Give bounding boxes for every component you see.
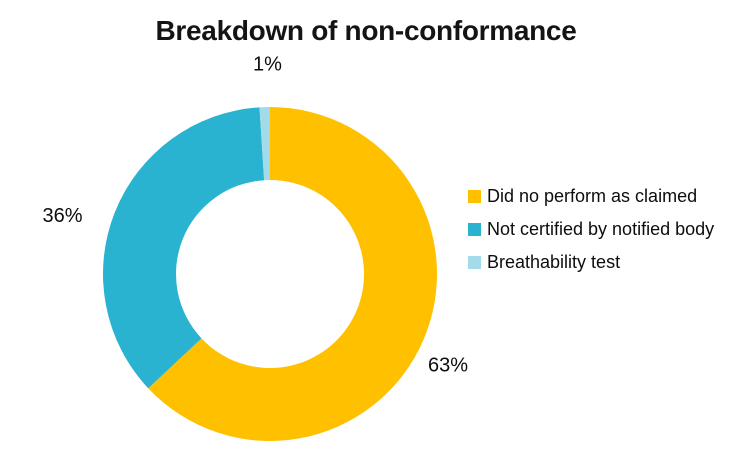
legend-item-0[interactable]: Did no perform as claimed [468, 180, 714, 213]
donut-slice-0[interactable] [148, 107, 437, 441]
legend-swatch-icon [468, 223, 481, 236]
legend-item-2[interactable]: Breathability test [468, 246, 714, 279]
legend: Did no perform as claimed Not certified b… [468, 180, 714, 279]
chart-title: Breakdown of non-conformance [155, 15, 577, 46]
legend-item-1[interactable]: Not certified by notified body [468, 213, 714, 246]
legend-swatch-icon [468, 256, 481, 269]
legend-label: Not certified by notified body [487, 219, 715, 239]
donut-slice-1[interactable] [102, 107, 265, 389]
legend-label: Breathability test [487, 252, 621, 272]
legend-label: Did no perform as claimed [487, 186, 698, 206]
legend-swatch-icon [468, 190, 481, 203]
donut-slice-2[interactable] [259, 107, 270, 181]
data-label-2: 1% [253, 53, 282, 75]
data-label-1: 36% [42, 205, 82, 227]
data-label-0: 63% [428, 354, 468, 376]
